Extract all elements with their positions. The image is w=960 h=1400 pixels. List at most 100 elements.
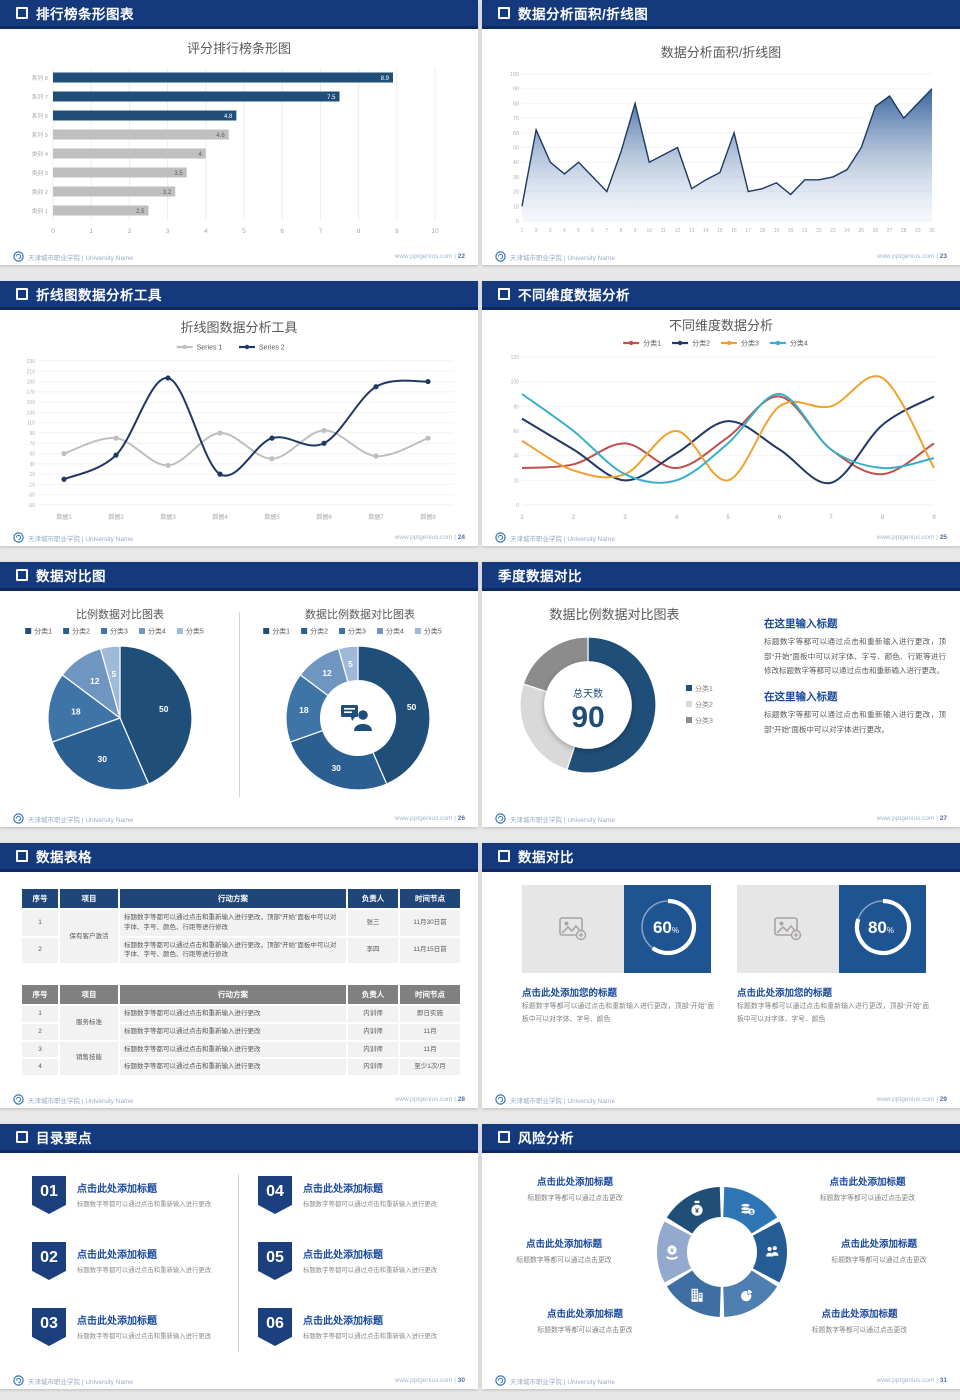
table-cell: 标题数字等都可以通过点击和重新输入进行更改: [118, 1057, 348, 1077]
slide-22[interactable]: 排行榜条形图表 评分排行榜条形图 0 1 2 3 4 5 6 7 8 9 10 系列 8 8.9 系列 7…: [0, 0, 478, 265]
svg-text:数据8: 数据8: [420, 513, 436, 521]
slide-footer: 天津城市职业学院 | University Name www.pptgenius…: [495, 532, 947, 543]
svg-text:0: 0: [516, 503, 519, 509]
svg-text:11: 11: [661, 228, 666, 234]
slide-27[interactable]: 季度数据对比 数据比例数据对比图表 分类1 分类2 分类3 总天数 90 在这里输入标题…: [482, 562, 960, 827]
number-badge: 03: [32, 1308, 66, 1346]
table-cell: 1: [20, 1004, 60, 1024]
svg-text:5: 5: [242, 228, 246, 235]
svg-text:Series 1: Series 1: [197, 345, 223, 352]
table-cell: 2: [20, 935, 60, 965]
svg-text:分类2: 分类2: [72, 627, 90, 636]
svg-text:分类3: 分类3: [348, 627, 366, 636]
svg-text:50: 50: [513, 146, 519, 152]
card-title: 点击此处添加您的标题: [737, 988, 833, 999]
svg-text:类别 2: 类别 2: [32, 188, 48, 196]
svg-text:2: 2: [572, 515, 576, 521]
table-cell: 标题数字等都可以通过点击和重新输入进行更改，顶部“开始”面板中可以对字体、字号、…: [118, 935, 348, 965]
svg-text:50: 50: [159, 704, 169, 714]
table-cell: 标题数字等都可以通过点击和重新输入进行更改: [118, 1004, 348, 1024]
svg-text:分类2: 分类2: [310, 627, 328, 636]
slide-24[interactable]: 折线图数据分析工具 折线图数据分析工具 Series 1 Series 2 -50 -…: [0, 281, 478, 546]
table-cell: 11月: [398, 1021, 462, 1042]
footer-org: 天津城市职业学院 | University Name: [510, 1097, 616, 1105]
slide-28[interactable]: 数据表格 序号 项目 行动方案 负责人 时间节点 1 保有客户激活 标题数字等都…: [0, 843, 478, 1108]
university-logo-icon: [495, 1375, 506, 1386]
svg-text:7: 7: [319, 228, 323, 235]
table-cell: 内训师: [346, 1021, 400, 1042]
card-body: 标题数字等都可以通过点击和重新输入进行更改，顶部“开始”面板中可以对字体、字号、…: [522, 1003, 714, 1023]
svg-text:分类1: 分类1: [272, 627, 290, 636]
slide-31-header: 风险分析: [482, 1124, 960, 1153]
number-badge: 05: [258, 1242, 292, 1280]
number-badge: 04: [258, 1176, 292, 1214]
svg-text:15: 15: [717, 228, 723, 234]
slide-30[interactable]: 目录要点 01 点击此处添加标题 标题数字等都可以通过点击和重新输入进行更改 0…: [0, 1124, 478, 1389]
toc-item-01: 01 点击此处添加标题 标题数字等都可以通过点击和重新输入进行更改: [32, 1176, 227, 1214]
slide-29[interactable]: 数据对比 60% 80% 点击此处添加您的标题 标题数字等都可以通过点击和重新输…: [482, 843, 960, 1108]
slide-24-header: 折线图数据分析工具: [0, 281, 478, 310]
page-number: 26: [457, 815, 465, 822]
svg-text:80: 80: [513, 404, 519, 410]
svg-text:数据5: 数据5: [264, 513, 280, 521]
svg-text:50: 50: [29, 452, 35, 458]
text-panel: 在这里输入标题 标题数字等都可以通过点击和重新输入进行更改，顶部“开始”面板中可…: [764, 616, 946, 747]
svg-text:24: 24: [844, 228, 850, 234]
svg-text:4.8: 4.8: [224, 114, 233, 120]
slide-footer: 天津城市职业学院 | University Name www.pptgenius…: [13, 1375, 465, 1386]
svg-text:60: 60: [513, 429, 519, 435]
svg-text:分类3: 分类3: [695, 716, 713, 725]
svg-text:0: 0: [516, 219, 519, 225]
svg-text:2: 2: [535, 228, 538, 234]
svg-text:3: 3: [623, 515, 627, 521]
slide-23-header: 数据分析面积/折线图: [482, 0, 960, 29]
svg-text:20: 20: [513, 478, 519, 484]
table-cell: 11月30日前: [398, 908, 462, 938]
toc-item-title: 点击此处添加标题: [303, 1184, 383, 1195]
svg-text:类别 4: 类别 4: [32, 150, 49, 158]
slide-26[interactable]: 数据对比图 比例数据对比图表 数据比例数据对比图表 分类1 分类2 分类3 分类4 分类…: [0, 562, 478, 827]
slide-23[interactable]: 数据分析面积/折线图 数据分析面积/折线图 0 10 20 30 40 50 60 70 80 9…: [482, 0, 960, 265]
risk-item-title: 点击此处添加标题: [536, 1177, 613, 1188]
slide-footer: 天津城市职业学院 | University Name www.pptgenius…: [13, 813, 465, 824]
card-title: 点击此处添加您的标题: [522, 988, 618, 999]
chart-title: 不同维度数据分析: [668, 318, 773, 333]
risk-item: 点击此处添加标题 标题数字等都可以通过点击更改: [490, 1236, 638, 1264]
toc-item-title: 点击此处添加标题: [77, 1250, 157, 1261]
action-table-blue: 序号 项目 行动方案 负责人 时间节点 1 保有客户激活 标题数字等都可以通过点…: [20, 887, 462, 965]
svg-text:9: 9: [634, 228, 637, 234]
slide-26-title: 数据对比图: [36, 569, 106, 584]
image-placeholder: [522, 885, 624, 973]
page-number: 28: [457, 1096, 465, 1103]
multi-line-chart: 分类1 分类2 分类3 分类4 0 20 40 60 80 100 120 1 2 3 4 5 6 7 8 9: [494, 333, 948, 528]
university-logo-icon: [13, 813, 24, 824]
university-logo-icon: [495, 1094, 506, 1105]
column-divider: [238, 1174, 239, 1352]
slide-27-title: 季度数据对比: [498, 569, 582, 584]
svg-text:20: 20: [788, 228, 794, 234]
university-logo-icon: [13, 1375, 24, 1386]
yen-icon: ¥: [666, 1245, 678, 1260]
pie-title: 比例数据对比图表: [76, 609, 164, 621]
table-row: 3 销售技能 标题数字等都可以通过点击和重新输入进行更改 内训师 11月: [20, 1039, 462, 1077]
section-body: 标题数字等都可以通过点击和重新输入进行更改，顶部“开始”面板中可以对字体进行更改…: [764, 709, 946, 734]
slide-26-header: 数据对比图: [0, 562, 478, 591]
svg-text:12: 12: [322, 668, 332, 678]
col-header: 行动方案: [118, 983, 348, 1006]
risk-item: 点击此处添加标题 标题数字等都可以通过点击更改: [790, 1174, 945, 1202]
chart-title: 折线图数据分析工具: [180, 320, 298, 335]
svg-text:26: 26: [873, 228, 879, 234]
university-logo-icon: [495, 251, 506, 262]
svg-text:27: 27: [887, 228, 893, 234]
pie-chart: 分类1 分类2 分类3 分类4 分类5 50 30 18 12 5: [15, 622, 225, 805]
university-logo-icon: [13, 251, 24, 262]
table-row: 2 标题数字等都可以通过点击和重新输入进行更改 内训师 11月: [20, 1021, 462, 1042]
footer-site: www.pptgenius.com | 29: [876, 1096, 947, 1103]
pie-icon: [741, 1288, 754, 1302]
slide-31[interactable]: 风险分析 ¥ $ ¥ 点击此处添加标题 标题数字等都可以通过点击更改 点击此处添加标…: [482, 1124, 960, 1389]
col-header: 时间节点: [398, 983, 462, 1006]
svg-text:¥: ¥: [670, 1247, 674, 1254]
table-cell-group: 销售技能: [58, 1039, 120, 1077]
slide-25[interactable]: 不同维度数据分析 不同维度数据分析 分类1 分类2 分类3 分类4 0 20 40 60 80 1…: [482, 281, 960, 546]
footer-org: 天津城市职业学院 | University Name: [28, 254, 134, 262]
